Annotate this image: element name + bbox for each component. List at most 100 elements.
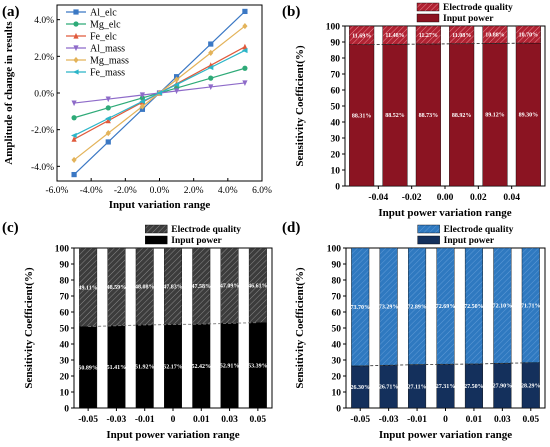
- panel-label-c: (c): [2, 220, 19, 236]
- panel-d-data-label-input-power: 27.31%: [436, 384, 456, 390]
- panel-d-y-tick-label: 30: [332, 357, 342, 367]
- panel-a-data-point: [208, 49, 214, 56]
- panel-c-stacked-bar-chart: -0.05 -0.03 -0.01 0 0.01 0.03 0.05 0 10 20 30 40 50 6…: [23, 224, 273, 441]
- panel-a-data-point: [139, 98, 146, 105]
- panel-d-data-label-electrode-quality: 72.89%: [407, 304, 427, 310]
- panel-d-data-label-input-power: 27.90%: [493, 384, 513, 390]
- panel-a-data-point: [70, 132, 77, 139]
- panel-d-data-label-electrode-quality: 72.50%: [464, 304, 484, 310]
- panel-d-bar-electrode-quality: [464, 247, 483, 365]
- panel-c-data-label-electrode-quality: 48.59%: [107, 285, 127, 291]
- panel-c-data-label-electrode-quality: 47.83%: [163, 284, 183, 290]
- panel-b-data-label-input-power: 88.92%: [452, 113, 472, 119]
- panel-d-data-label-electrode-quality: 72.69%: [436, 304, 456, 310]
- panel-a-y-tick-label: 2.0%: [34, 53, 54, 63]
- panel-b-y-tick-label: 10: [331, 167, 341, 177]
- panel-d-x-tick-label: 0: [443, 415, 448, 425]
- panel-c-data-label-input-power: 51.41%: [107, 365, 127, 371]
- panel-a-data-point: [139, 103, 146, 110]
- panel-a-data-point: [242, 80, 248, 87]
- panel-a-line-chart: -6.0% -4.0% -2.0% 0.0% 2.0% 4.0% 6.0% -4.0% -2.0…: [3, 4, 272, 211]
- panel-b-bar-input-power: [449, 43, 475, 187]
- panel-b-y-tick-label: 80: [331, 55, 341, 65]
- panel-b-data-label-input-power: 88.31%: [352, 113, 372, 119]
- panel-d-y-tick-label: 70: [332, 293, 342, 303]
- panel-d-y-tick-label: 0: [336, 405, 341, 415]
- panel-c-data-label-input-power: 51.92%: [135, 364, 155, 370]
- panel-a-data-point: [173, 88, 180, 95]
- panel-b-bar-input-power: [382, 44, 408, 187]
- panel-c-bar-electrode-quality: [248, 247, 267, 323]
- panel-a-legend-label: Al_elc: [90, 8, 117, 19]
- panel-d-y-tick-label: 50: [332, 325, 342, 335]
- panel-c-x-tick-label: 0.01: [193, 415, 210, 425]
- panel-d-x-tick-label: -0.03: [379, 415, 399, 425]
- panel-d-x-axis-label: Input power variation range: [379, 429, 512, 441]
- panel-a-data-point: [71, 115, 77, 121]
- panel-b-x-tick-label: 0.04: [503, 193, 520, 203]
- panel-a-y-tick-label: -4.0%: [31, 163, 54, 173]
- panel-a-data-point: [242, 43, 248, 50]
- panel-d-legend-label-input-power: Input power: [444, 236, 495, 246]
- panel-d-y-axis-label: Sensitivity Coefficient(%): [294, 267, 306, 389]
- panel-c-y-tick-label: 30: [60, 357, 70, 367]
- panel-d-data-label-input-power: 27.11%: [407, 384, 426, 390]
- panel-d-data-label-input-power: 27.50%: [464, 384, 484, 390]
- panel-d-x-tick-label: 0.05: [522, 415, 539, 425]
- panel-d-y-tick-label: 60: [332, 309, 342, 319]
- panel-c-data-label-input-power: 52.42%: [192, 364, 212, 370]
- panel-a-legend-label: Mg_mass: [90, 56, 129, 67]
- panel-a-y-axis-label: Amplitude of change in results: [3, 21, 15, 165]
- panel-d-data-label-input-power: 26.30%: [350, 385, 370, 391]
- panel-b-bar-input-power: [349, 44, 375, 187]
- panel-a-data-point: [71, 156, 77, 164]
- panel-a-x-tick-label: 0.0%: [150, 186, 170, 196]
- panel-a-legend-marker: [73, 45, 79, 52]
- panel-a-data-point: [105, 139, 111, 145]
- panel-a-data-point: [242, 22, 248, 30]
- panel-c-bar-electrode-quality: [107, 247, 126, 326]
- panel-b-data-label-input-power: 88.52%: [385, 113, 405, 119]
- panel-c-bar-electrode-quality: [79, 247, 98, 327]
- panel-a-data-point: [242, 65, 248, 71]
- panel-a-data-point: [156, 90, 163, 96]
- panel-b-y-tick-label: 60: [331, 87, 341, 97]
- panel-a-legend-marker: [73, 21, 79, 27]
- panel-b-y-tick-label: 30: [331, 135, 341, 145]
- panel-c-y-tick-label: 20: [60, 373, 70, 383]
- panel-c-data-label-input-power: 50.89%: [78, 365, 98, 371]
- panel-b-stacked-bar-chart: -0.04 -0.02 0.00 0.02 0.04 0 10 20 30 40 50 60 70 80 9…: [294, 2, 546, 219]
- panel-c-x-tick-label: -0.05: [78, 415, 98, 425]
- panel-d-y-tick-label: 40: [332, 341, 342, 351]
- panel-a-data-point: [105, 105, 111, 111]
- panel-c-y-tick-label: 50: [60, 325, 70, 335]
- panel-b-data-label-electrode-quality: 10.70%: [519, 33, 539, 39]
- panel-c-x-tick-label: -0.01: [135, 415, 155, 425]
- panel-d-y-tick-label: 100: [327, 245, 342, 255]
- panel-a-legend-label: Al_mass: [90, 44, 125, 55]
- panel-a-data-point: [105, 96, 111, 103]
- panel-a-data-point: [71, 171, 77, 178]
- panel-label-d: (d): [282, 220, 300, 236]
- panel-d-data-label-electrode-quality: 71.71%: [521, 303, 541, 309]
- panel-b-y-tick-label: 40: [331, 119, 341, 129]
- panel-b-frame: [344, 25, 546, 187]
- panel-c-x-tick-label: 0.05: [250, 415, 267, 425]
- panel-b-bar-electrode-quality: [482, 25, 508, 44]
- panel-d-data-label-electrode-quality: 73.29%: [379, 305, 399, 311]
- panel-a-legend-marker: [73, 32, 79, 39]
- panel-b-legend-label-electrode-quality: Electrode quality: [443, 3, 513, 13]
- panel-a-legend-label: Fe_elc: [90, 32, 117, 43]
- panel-b-legend-swatch-electrode-quality: [416, 2, 440, 12]
- panel-a-data-point: [208, 41, 214, 47]
- panel-b-y-tick-label: 100: [326, 23, 341, 33]
- panel-d-data-label-input-power: 28.29%: [521, 383, 541, 389]
- panel-b-data-label-electrode-quality: 11.48%: [385, 33, 404, 39]
- panel-b-x-axis-label: Input power variation range: [378, 207, 511, 219]
- panel-c-data-label-electrode-quality: 49.11%: [79, 285, 98, 291]
- panel-label-a: (a): [2, 4, 20, 20]
- panel-a-x-axis-label: Input variation range: [109, 199, 211, 211]
- panel-c-data-label-electrode-quality: 48.08%: [135, 284, 155, 290]
- panel-a-data-point: [105, 130, 111, 137]
- panel-d-legend-swatch-electrode-quality: [417, 224, 440, 234]
